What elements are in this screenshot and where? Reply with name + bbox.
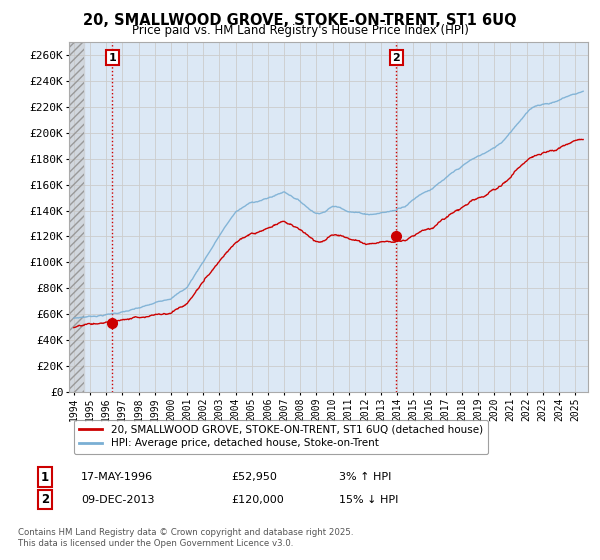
Text: 20, SMALLWOOD GROVE, STOKE-ON-TRENT, ST1 6UQ: 20, SMALLWOOD GROVE, STOKE-ON-TRENT, ST1… (83, 13, 517, 28)
Text: 09-DEC-2013: 09-DEC-2013 (81, 494, 155, 505)
Text: Contains HM Land Registry data © Crown copyright and database right 2025.
This d: Contains HM Land Registry data © Crown c… (18, 528, 353, 548)
Text: 1: 1 (109, 53, 116, 63)
Text: 1: 1 (41, 470, 49, 484)
Text: 15% ↓ HPI: 15% ↓ HPI (339, 494, 398, 505)
Legend: 20, SMALLWOOD GROVE, STOKE-ON-TRENT, ST1 6UQ (detached house), HPI: Average pric: 20, SMALLWOOD GROVE, STOKE-ON-TRENT, ST1… (74, 419, 488, 454)
Text: 2: 2 (41, 493, 49, 506)
Text: 2: 2 (392, 53, 400, 63)
Text: Price paid vs. HM Land Registry's House Price Index (HPI): Price paid vs. HM Land Registry's House … (131, 24, 469, 36)
Text: 3% ↑ HPI: 3% ↑ HPI (339, 472, 391, 482)
Bar (69, 42, 85, 392)
Text: £52,950: £52,950 (231, 472, 277, 482)
Text: 17-MAY-1996: 17-MAY-1996 (81, 472, 153, 482)
Bar (69, 42, 85, 392)
Text: £120,000: £120,000 (231, 494, 284, 505)
